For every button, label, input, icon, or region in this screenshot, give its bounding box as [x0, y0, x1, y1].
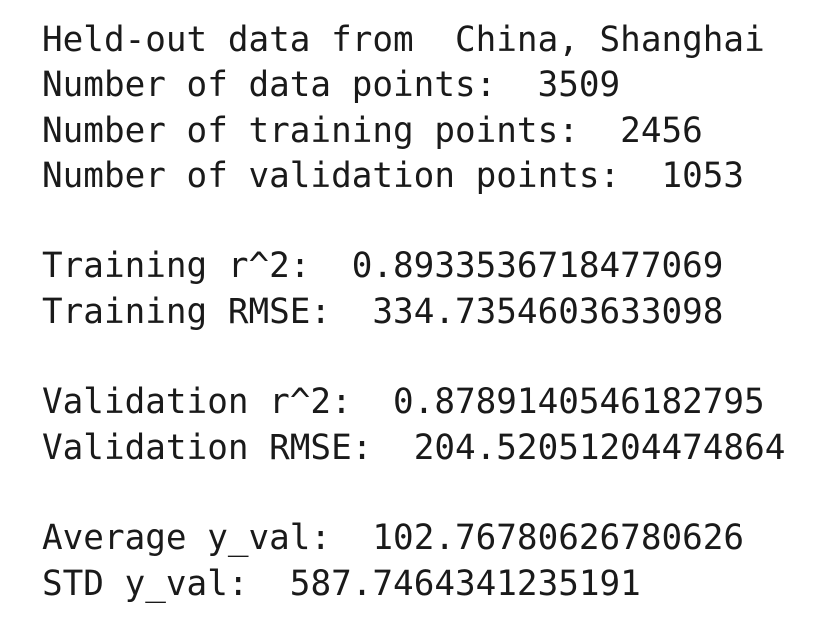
line-value: 334.7354603633098 — [372, 291, 724, 332]
line-value: 2456 — [620, 110, 703, 151]
output-line: STD y_val: 587.7464341235191 — [42, 562, 828, 607]
line-value: 204.52051204474864 — [413, 427, 786, 468]
output-line: Number of data points: 3509 — [42, 63, 828, 108]
line-label: Number of validation points: — [42, 155, 621, 196]
line-value: 587.7464341235191 — [289, 563, 641, 604]
line-label: Training RMSE: — [42, 291, 332, 332]
output-line: Number of training points: 2456 — [42, 109, 828, 154]
line-value: 0.8933536718477069 — [351, 246, 724, 287]
output-line: Number of validation points: 1053 — [42, 154, 828, 199]
output-line: Training r^2: 0.8933536718477069 — [42, 244, 828, 289]
line-value: China, Shanghai — [454, 20, 765, 60]
line-label: Number of training points: — [42, 110, 579, 151]
line-label: Average y_val: — [42, 518, 332, 559]
line-label: Held-out data from — [42, 20, 414, 60]
output-group: Validation r^2: 0.8789140546182795 Validat… — [42, 380, 828, 471]
output-line: Held-out data from China, Shanghai — [42, 18, 828, 63]
line-label: Training r^2: — [42, 246, 311, 287]
output-line: Training RMSE: 334.7354603633098 — [42, 290, 828, 335]
output-line: Validation RMSE: 204.52051204474864 — [42, 426, 828, 471]
line-value: 102.76780626780626 — [372, 518, 745, 559]
output-group: Training r^2: 0.8933536718477069 Training … — [42, 244, 828, 335]
line-label: Validation r^2: — [42, 382, 352, 423]
output-line: Validation r^2: 0.8789140546182795 — [42, 380, 828, 425]
output-group: Average y_val: 102.76780626780626 STD y_va… — [42, 516, 828, 607]
line-value: 1053 — [661, 155, 745, 196]
line-value: 0.8789140546182795 — [393, 382, 765, 423]
line-label: Number of data points: — [42, 65, 497, 106]
output-group: Held-out data from China, Shanghai Number … — [42, 18, 828, 199]
line-value: 3509 — [537, 65, 621, 106]
output-line: Average y_val: 102.76780626780626 — [42, 516, 828, 561]
line-label: Validation RMSE: — [42, 427, 373, 468]
line-label: STD y_val: — [42, 563, 249, 604]
